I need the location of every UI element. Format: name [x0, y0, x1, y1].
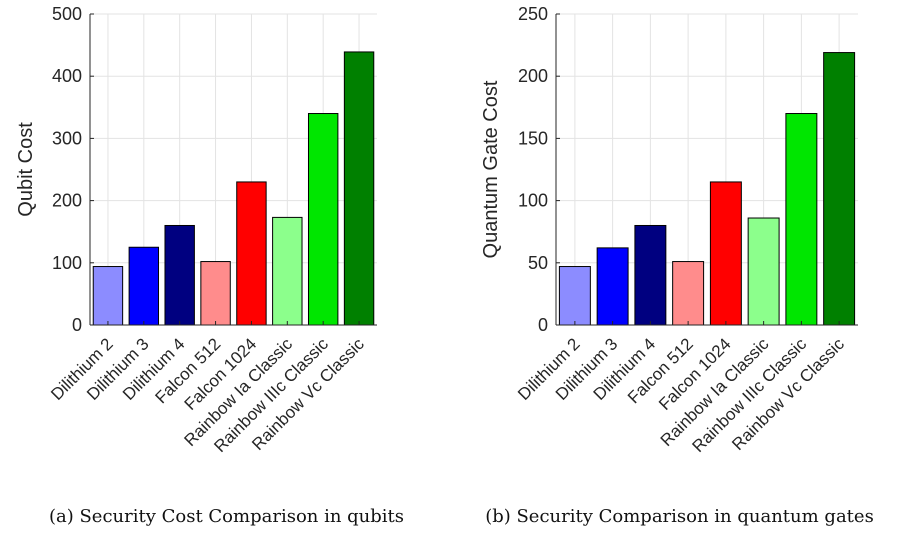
y-tick-label: 0: [538, 315, 548, 335]
bar-rainbow-iiic-classic: [307, 113, 339, 326]
bar-falcon-512: [672, 261, 705, 326]
y-tick-label: 250: [518, 4, 548, 24]
bar-rainbow-ia-classic: [272, 216, 303, 326]
caption-gate-chart: (b) Security Comparison in quantum gates: [485, 506, 874, 527]
y-tick-label: 500: [52, 4, 82, 24]
bar-dilithium-2: [92, 266, 124, 326]
bar-rainbow-ia-classic: [747, 217, 780, 326]
bar-dilithium-4: [164, 224, 195, 326]
y-tick-label: 50: [528, 253, 548, 273]
bar-dilithium-2: [558, 266, 591, 326]
bar-falcon-1024: [236, 181, 267, 326]
bar-rainbow-vc-classic: [343, 51, 375, 326]
y-tick-label: 150: [518, 128, 548, 148]
y-tick-label: 200: [52, 191, 82, 211]
bar-falcon-1024: [709, 181, 742, 326]
y-tick-label: 100: [518, 191, 548, 211]
bar-rainbow-iiic-classic: [785, 113, 818, 326]
bar-falcon-512: [200, 261, 231, 326]
y-tick-label: 0: [72, 315, 82, 335]
y-axis-label: Quantum Gate Cost: [480, 80, 502, 258]
bar-rainbow-vc-classic: [823, 52, 856, 326]
y-tick-label: 200: [518, 66, 548, 86]
bar-dilithium-4: [634, 224, 667, 326]
bar-dilithium-3: [128, 246, 160, 326]
y-axis-label: Qubit Cost: [15, 122, 37, 217]
y-tick-label: 400: [52, 66, 82, 86]
y-tick-label: 100: [52, 253, 82, 273]
y-tick-label: 300: [52, 128, 82, 148]
caption-qubit-chart: (a) Security Cost Comparison in qubits: [48, 506, 405, 527]
bar-dilithium-3: [596, 247, 629, 326]
